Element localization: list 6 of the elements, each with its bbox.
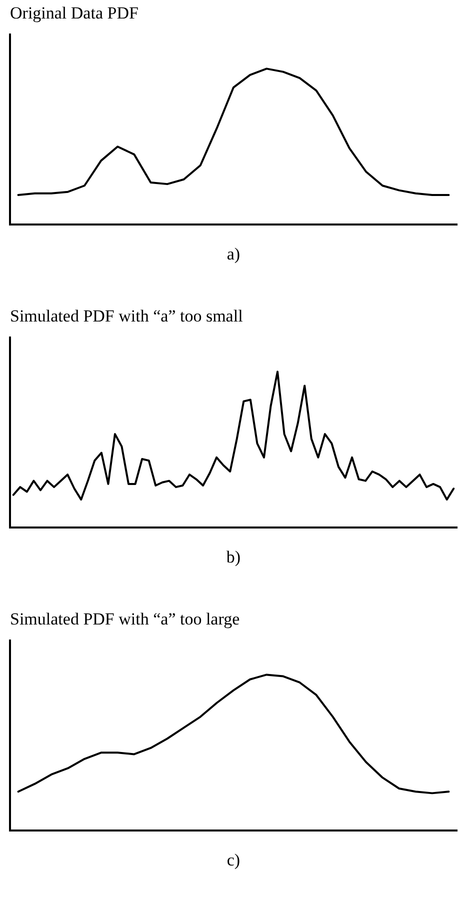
text: a) [226,244,240,264]
text: b) [226,548,241,567]
chart-title: Simulated PDF with “a” too large [10,610,240,629]
chart-title: Simulated PDF with “a” too small [10,306,244,326]
text: c) [226,850,240,870]
chart-title: Original Data PDF [10,4,138,23]
